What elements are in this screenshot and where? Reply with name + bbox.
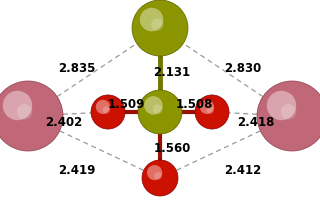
Circle shape [151, 18, 163, 31]
Text: 1.560: 1.560 [153, 141, 191, 154]
Circle shape [132, 0, 188, 56]
Circle shape [3, 91, 32, 120]
Circle shape [138, 90, 182, 134]
Circle shape [142, 160, 178, 196]
Circle shape [267, 91, 296, 120]
Text: 2.830: 2.830 [224, 62, 262, 74]
Circle shape [17, 104, 32, 120]
Circle shape [144, 96, 163, 115]
Circle shape [195, 95, 229, 129]
Circle shape [140, 8, 164, 31]
Text: 2.402: 2.402 [45, 115, 83, 129]
Circle shape [147, 165, 162, 180]
Text: 2.131: 2.131 [153, 65, 191, 78]
Circle shape [153, 104, 163, 114]
Circle shape [207, 106, 214, 114]
Text: 2.835: 2.835 [58, 62, 96, 74]
Text: 2.412: 2.412 [224, 164, 262, 177]
Circle shape [281, 104, 296, 120]
Circle shape [0, 81, 63, 151]
Text: 1.508: 1.508 [175, 99, 213, 111]
Circle shape [91, 95, 125, 129]
Text: 2.419: 2.419 [58, 164, 96, 177]
Text: 2.418: 2.418 [237, 115, 275, 129]
Text: 1.509: 1.509 [107, 99, 145, 111]
Circle shape [257, 81, 320, 151]
Circle shape [200, 100, 214, 114]
Circle shape [96, 100, 110, 114]
Circle shape [102, 106, 110, 114]
Circle shape [154, 172, 162, 180]
